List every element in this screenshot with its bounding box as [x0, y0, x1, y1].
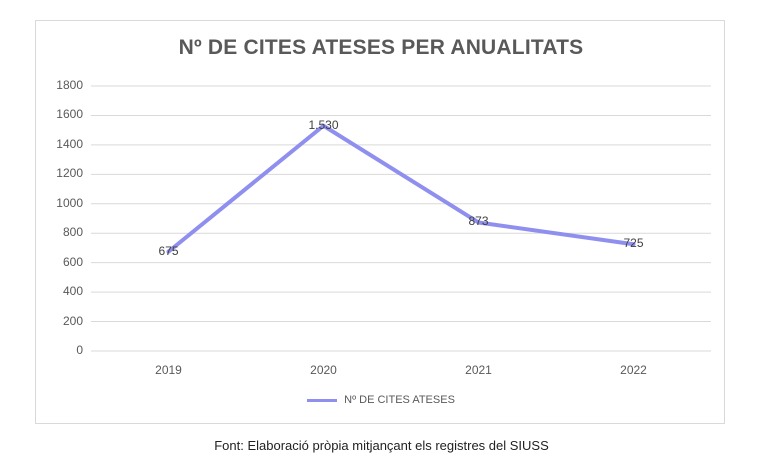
- series-line: [167, 123, 634, 254]
- y-tick-label: 1200: [56, 166, 83, 181]
- chart-title: Nº DE CITES ATESES PER ANUALITATS: [178, 36, 584, 59]
- y-tick-label: 600: [62, 254, 83, 269]
- data-point: [321, 123, 326, 128]
- y-tick-label: 1800: [56, 78, 83, 92]
- y-tick-label: 1600: [56, 107, 83, 122]
- data-point: [166, 249, 171, 254]
- y-tick-label: 800: [62, 225, 83, 240]
- chart-plot-area: [91, 85, 711, 352]
- data-label: 1.530: [308, 117, 339, 132]
- x-tick-label: 2019: [155, 363, 182, 377]
- data-label: 725: [623, 236, 644, 251]
- data-point: [631, 242, 636, 247]
- y-tick-label: 1400: [56, 136, 83, 151]
- data-label: 873: [468, 214, 489, 229]
- legend-entry: Nº DE CITES ATESES: [344, 394, 455, 406]
- source-caption: Font: Elaboració pròpia mitjançant els r…: [214, 438, 549, 453]
- data-point: [476, 220, 481, 225]
- chart-legend: Nº DE CITES ATESES: [36, 394, 726, 406]
- y-tick-label: 400: [62, 284, 83, 299]
- chart-frame: Nº DE CITES ATESES PER ANUALITATS 0 200 40…: [35, 20, 725, 424]
- y-tick-label: 1000: [56, 195, 83, 210]
- data-label: 675: [158, 243, 179, 258]
- x-tick-label: 2022: [620, 363, 647, 377]
- x-tick-label: 2021: [465, 363, 492, 377]
- legend-line-swatch: [307, 398, 338, 402]
- x-tick-label: 2020: [310, 363, 337, 377]
- y-tick-label: 0: [76, 343, 83, 357]
- y-tick-label: 200: [62, 313, 83, 328]
